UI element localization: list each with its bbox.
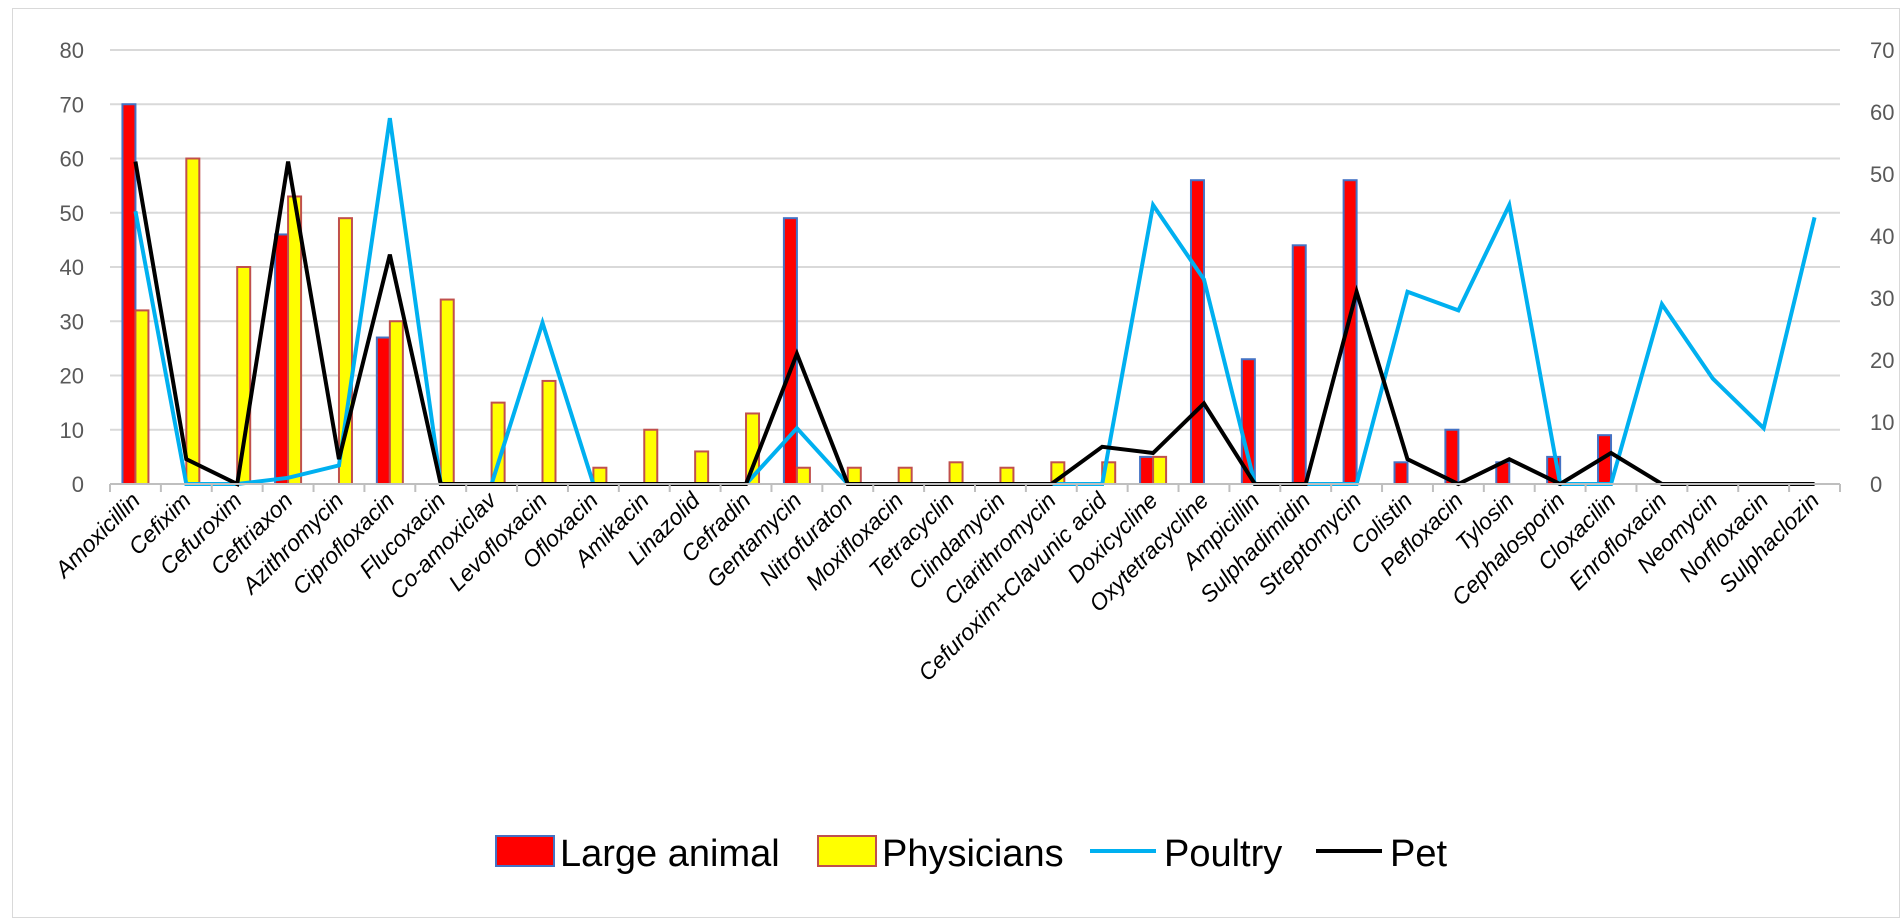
bar-physicians <box>846 466 862 486</box>
bar-large-animal <box>1291 244 1307 485</box>
legend-label: Physicians <box>882 833 1064 875</box>
bar-physicians <box>134 309 150 485</box>
bar-large-animal <box>1444 428 1460 485</box>
bar-physicians <box>999 466 1015 486</box>
y-left-tick-label: 20 <box>60 364 84 389</box>
bar-large-animal <box>1139 455 1155 485</box>
bar-physicians <box>795 466 811 486</box>
bar-large-animal <box>1393 461 1409 485</box>
legend-label: Pet <box>1390 833 1447 875</box>
y-left-tick-label: 50 <box>60 201 84 226</box>
y-right-tick-label: 40 <box>1870 224 1894 249</box>
legend-swatch <box>817 835 877 867</box>
y-right-tick-label: 10 <box>1870 410 1894 435</box>
y-right-tick-label: 50 <box>1870 162 1894 187</box>
y-left-tick-label: 10 <box>60 418 84 443</box>
y-right-tick-label: 20 <box>1870 348 1894 373</box>
bar-physicians <box>541 379 557 485</box>
bar-physicians <box>287 195 303 485</box>
bar-physicians <box>948 461 964 485</box>
y-left-tick-label: 80 <box>60 38 84 63</box>
bar-physicians <box>439 298 455 485</box>
y-left-tick-label: 70 <box>60 92 84 117</box>
y-left-tick-label: 40 <box>60 255 84 280</box>
legend-swatch <box>495 835 555 867</box>
bar-physicians <box>643 428 659 485</box>
legend-item-large-animal: Large animal <box>495 833 780 875</box>
y-left-tick-label: 0 <box>72 472 84 497</box>
bar-large-animal <box>782 217 798 486</box>
legend-label: Large animal <box>560 833 780 875</box>
y-right-tick-label: 70 <box>1870 38 1894 63</box>
legend-item-physicians: Physicians <box>817 833 1064 875</box>
bar-large-animal <box>1189 179 1205 485</box>
y-left-tick-label: 60 <box>60 147 84 172</box>
axes: 01020304050607080010203040506070Amoxicil… <box>48 38 1894 686</box>
legend-item-pet: Pet <box>1316 833 1447 875</box>
bar-physicians <box>694 450 710 486</box>
bar-large-animal <box>375 336 391 485</box>
bar-large-animal <box>274 233 290 485</box>
bar-physicians <box>1152 455 1168 485</box>
legend-label: Poultry <box>1164 833 1282 875</box>
bar-large-animal <box>121 103 137 485</box>
y-left-tick-label: 30 <box>60 309 84 334</box>
bar-physicians <box>185 157 201 485</box>
legend: Large animal Physicians Poultry Pet <box>495 833 1447 875</box>
y-right-tick-label: 0 <box>1870 472 1882 497</box>
y-right-tick-label: 60 <box>1870 100 1894 125</box>
legend-item-poultry: Poultry <box>1090 833 1282 875</box>
bar-physicians <box>897 466 913 486</box>
y-right-tick-label: 30 <box>1870 286 1894 311</box>
bars <box>121 103 1613 486</box>
bar-physicians <box>592 466 608 486</box>
bar-physicians <box>388 320 404 485</box>
